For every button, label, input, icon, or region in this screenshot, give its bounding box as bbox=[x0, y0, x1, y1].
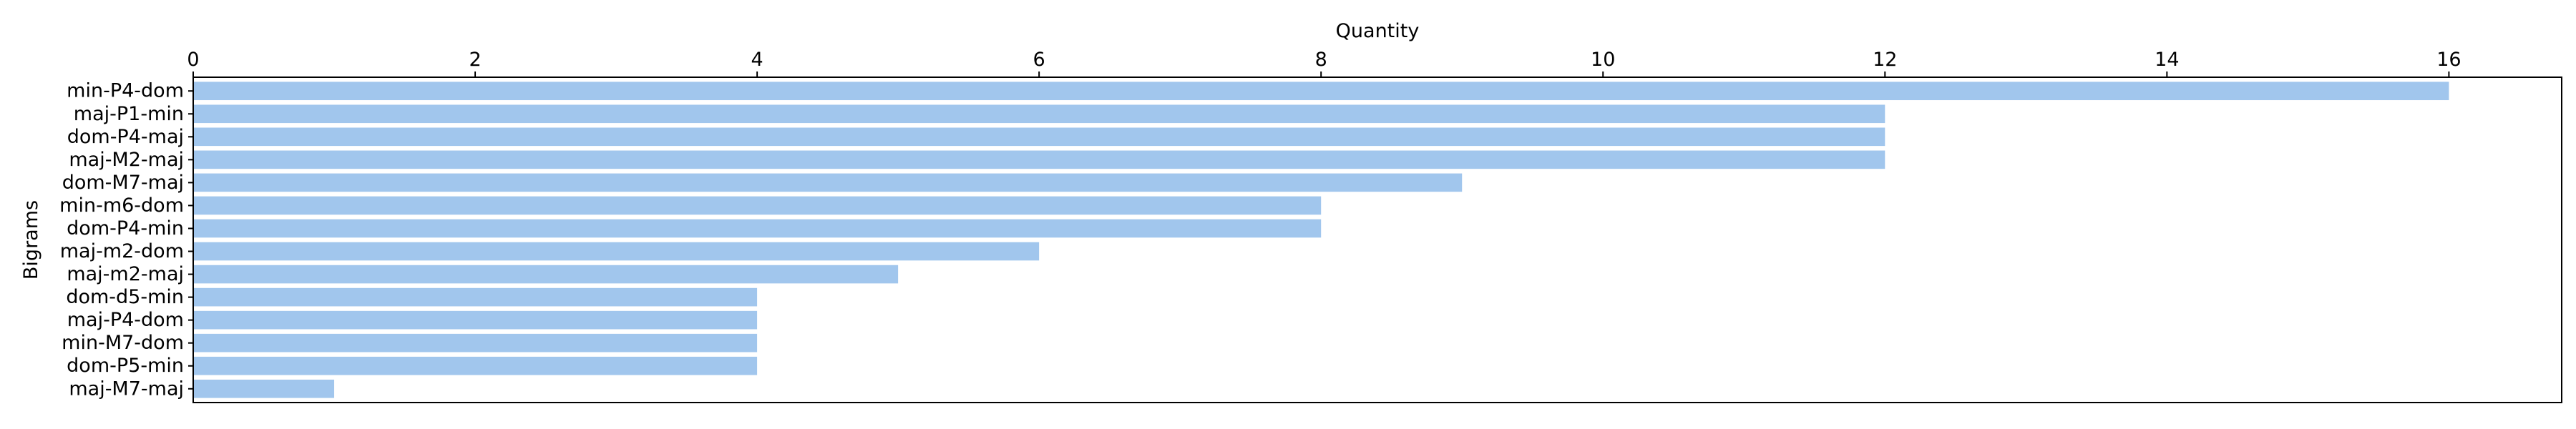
bar-maj-P4-dom bbox=[193, 310, 758, 330]
bar-maj-M2-maj bbox=[193, 150, 1885, 169]
y-axis-title: Bigrams bbox=[20, 200, 42, 280]
y-tick-label: dom-P4-min bbox=[67, 217, 184, 240]
y-tick-label: min-M7-dom bbox=[62, 332, 184, 354]
bar-min-M7-dom bbox=[193, 333, 758, 352]
y-tick-label: maj-m2-maj bbox=[67, 263, 184, 285]
y-ticks: min-P4-dommaj-P1-mindom-P4-majmaj-M2-maj… bbox=[59, 80, 193, 400]
y-tick-label: dom-M7-maj bbox=[62, 172, 184, 194]
x-tick-label: 2 bbox=[469, 49, 481, 71]
plot-frame bbox=[192, 77, 2562, 403]
bar-min-m6-dom bbox=[193, 196, 1322, 215]
y-tick-label: min-m6-dom bbox=[59, 194, 184, 217]
y-tick-label: dom-P4-maj bbox=[67, 126, 184, 148]
bar-maj-P1-min bbox=[193, 104, 1885, 124]
bar-min-P4-dom bbox=[193, 82, 2449, 101]
y-tick-label: maj-P1-min bbox=[74, 103, 184, 125]
y-tick-label: dom-d5-min bbox=[66, 286, 184, 308]
bar-dom-d5-min bbox=[193, 287, 758, 307]
bar-dom-M7-maj bbox=[193, 173, 1463, 192]
y-tick-label: min-P4-dom bbox=[67, 80, 184, 102]
x-tick-label: 14 bbox=[2155, 49, 2179, 71]
y-tick-label: maj-M2-maj bbox=[69, 149, 184, 171]
x-tick-label: 12 bbox=[1873, 49, 1897, 71]
x-tick-label: 6 bbox=[1033, 49, 1045, 71]
x-ticks: 0 2 4 6 8 10 12 14 16 bbox=[187, 49, 2462, 77]
bar-dom-P5-min bbox=[193, 356, 758, 375]
x-tick-label: 4 bbox=[751, 49, 763, 71]
x-tick-label: 16 bbox=[2436, 49, 2461, 71]
bar-maj-M7-maj bbox=[193, 379, 335, 398]
bar-dom-P4-min bbox=[193, 219, 1322, 238]
y-tick-label: maj-M7-maj bbox=[69, 378, 184, 400]
bar-dom-P4-maj bbox=[193, 127, 1885, 147]
x-tick-label: 8 bbox=[1315, 49, 1327, 71]
x-tick-label: 0 bbox=[187, 49, 199, 71]
y-tick-label: dom-P5-min bbox=[67, 355, 184, 377]
x-axis-title: Quantity bbox=[1336, 20, 1420, 42]
bars-layer bbox=[193, 82, 2449, 398]
y-tick-label: maj-P4-dom bbox=[67, 309, 184, 331]
bar-maj-m2-maj bbox=[193, 265, 899, 284]
bar-maj-m2-dom bbox=[193, 242, 1040, 261]
x-tick-label: 10 bbox=[1591, 49, 1615, 71]
y-tick-label: maj-m2-dom bbox=[60, 240, 184, 262]
